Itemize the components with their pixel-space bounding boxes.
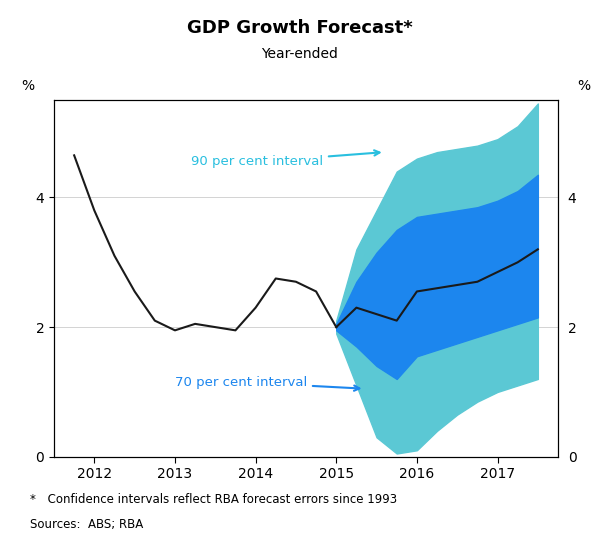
- Text: 70 per cent interval: 70 per cent interval: [175, 376, 359, 391]
- Text: %: %: [21, 79, 34, 93]
- Text: GDP Growth Forecast*: GDP Growth Forecast*: [187, 19, 413, 37]
- Text: Sources:  ABS; RBA: Sources: ABS; RBA: [30, 518, 143, 531]
- Text: 90 per cent interval: 90 per cent interval: [191, 150, 380, 168]
- Text: %: %: [578, 79, 591, 93]
- Text: * Confidence intervals reflect RBA forecast errors since 1993: * Confidence intervals reflect RBA forec…: [30, 493, 397, 506]
- Text: Year-ended: Year-ended: [262, 47, 338, 61]
